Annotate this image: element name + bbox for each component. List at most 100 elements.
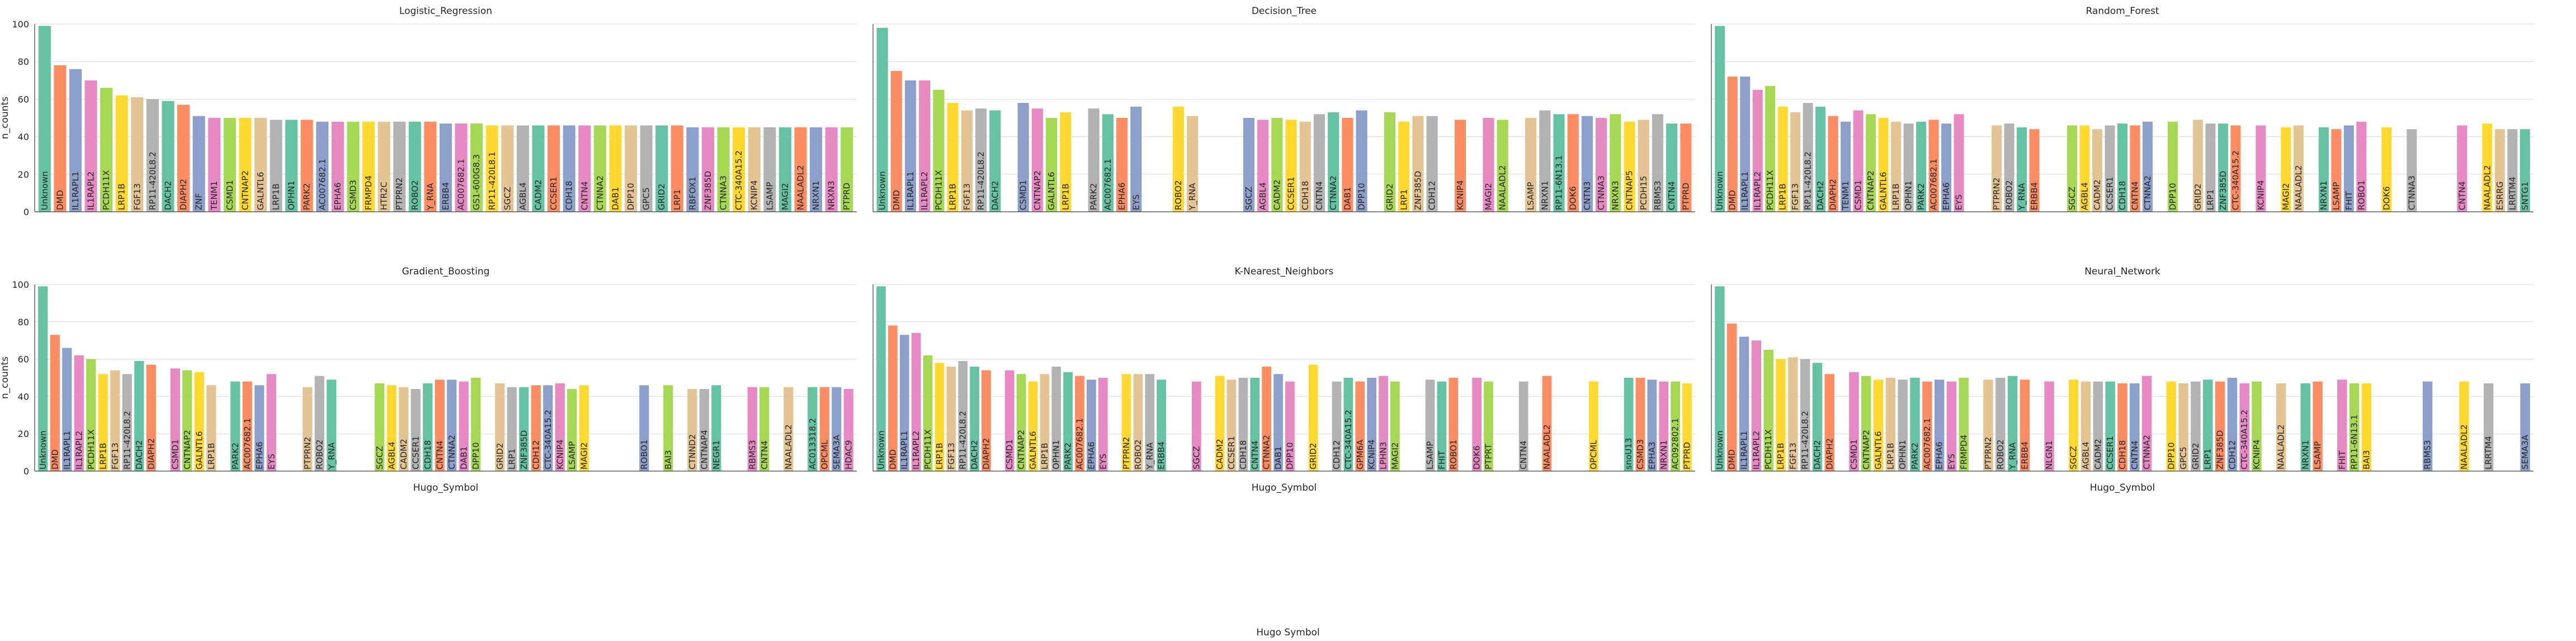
bar (2215, 381, 2225, 471)
bar-label: EYS (266, 454, 276, 469)
bar-label: NAALADL2 (1498, 165, 1508, 210)
bar (2407, 129, 2417, 212)
bar-label: SGCZ (2069, 446, 2079, 469)
bar (1075, 376, 1084, 471)
bar (1610, 114, 1621, 212)
bar-label: CADM2 (2092, 179, 2102, 210)
bar (1004, 370, 1015, 471)
bar-label: CNTN4 (2130, 181, 2140, 210)
bar (208, 118, 221, 212)
bar (1145, 374, 1155, 471)
bar-label: LSAMP (765, 182, 775, 210)
bar (779, 127, 791, 212)
bar-label: ZNF385D (2215, 430, 2225, 469)
bar (733, 127, 746, 212)
bar (1866, 114, 1876, 212)
bar (254, 118, 267, 212)
bar-label: ROBO1 (1449, 439, 1459, 469)
bar-label: DAB1 (1342, 187, 1352, 210)
bar (1680, 124, 1692, 212)
bar (303, 387, 313, 471)
bar (1740, 77, 1751, 212)
bar-label: TENM1 (1841, 181, 1851, 211)
bar-label: NAALADL2 (795, 165, 805, 210)
bar (2166, 381, 2177, 471)
bar-label: AC007682.1 (242, 418, 252, 469)
bar (501, 125, 514, 212)
bar-label: FRMPD4 (364, 175, 374, 210)
bar-label: PARK2 (302, 183, 312, 210)
bar (378, 121, 390, 212)
bar (2230, 125, 2241, 212)
bar-label: IL1RAPL1 (62, 431, 72, 469)
subplot-title: Decision_Tree (1252, 6, 1317, 17)
bar-label: DACH2 (990, 181, 1000, 210)
bar-label: ROBO2 (2004, 180, 2014, 210)
bar (1941, 124, 1952, 212)
bar-label: FGF13 (946, 443, 956, 469)
bar (890, 71, 902, 212)
bar-label: CSMD1 (225, 180, 235, 210)
bar (1308, 364, 1318, 471)
bar-label: CNTNAP2 (182, 430, 192, 469)
bar (686, 127, 699, 212)
bar-label: FGF13 (110, 443, 120, 469)
bar-label: ESRRG (2495, 182, 2505, 210)
bar (935, 363, 945, 471)
bar (1215, 376, 1225, 471)
bar (1384, 112, 1396, 212)
bar (2093, 381, 2103, 471)
bar (1328, 112, 1339, 212)
bar-label: PTPRD (1681, 183, 1691, 210)
bar (1666, 124, 1678, 212)
bar (624, 125, 638, 212)
bar-label: AC007682.1 (1075, 418, 1085, 469)
bar (2205, 124, 2216, 212)
bar-label: EPHA6 (254, 441, 265, 469)
bar-label: CADM2 (1272, 179, 1282, 210)
bar (1910, 378, 1920, 471)
y-axis-label: n_counts (0, 97, 11, 139)
bar (1449, 378, 1459, 471)
bar (794, 127, 807, 212)
bar-label: LRRTM4 (2507, 177, 2517, 210)
bar-label: DOK6 (2381, 186, 2391, 210)
bar (1995, 378, 2006, 471)
bar-label: RP11-420L8.2 (148, 151, 158, 210)
bar-label: PARK2 (1089, 183, 1099, 210)
bar (555, 383, 565, 471)
x-axis-label: Hugo_Symbol (413, 482, 479, 493)
bar (923, 355, 933, 471)
bar (593, 125, 606, 212)
bar-label: GRID2 (2193, 183, 2203, 210)
subplot-gradient-boosting: Gradient_Boosting 0 20 40 60 80 100 n_counts Hug… (0, 266, 857, 493)
bar (1172, 106, 1185, 212)
bar (2337, 379, 2347, 471)
bar (146, 364, 156, 471)
bar (2068, 379, 2079, 471)
bar (146, 99, 159, 212)
bar (2178, 383, 2188, 471)
bar (1922, 381, 1932, 471)
bar (1727, 324, 1737, 471)
bar-label: Y_RNA (2017, 183, 2027, 211)
bar-label: CSMD1 (1853, 180, 1863, 210)
bar (1060, 112, 1072, 212)
bar-label: DIAPH2 (146, 438, 156, 469)
bar-label: AC007682.1 (1922, 418, 1932, 469)
bar-label: LRP1B (1060, 183, 1070, 210)
bar (2105, 381, 2115, 471)
x-axis-label: Hugo_Symbol (2090, 482, 2155, 493)
bar (1398, 121, 1410, 212)
bar (74, 355, 84, 471)
bar (1553, 114, 1565, 212)
bar (242, 381, 252, 471)
bar (1638, 120, 1649, 212)
bar (1102, 114, 1114, 212)
bar-label: CSMD1 (170, 439, 180, 469)
bar-label: IL1RAPL1 (1739, 431, 1749, 469)
bar (1313, 114, 1325, 212)
bar-label: CDH12 (1332, 440, 1342, 469)
bar (411, 389, 421, 471)
bar-label: CADM2 (399, 439, 409, 469)
